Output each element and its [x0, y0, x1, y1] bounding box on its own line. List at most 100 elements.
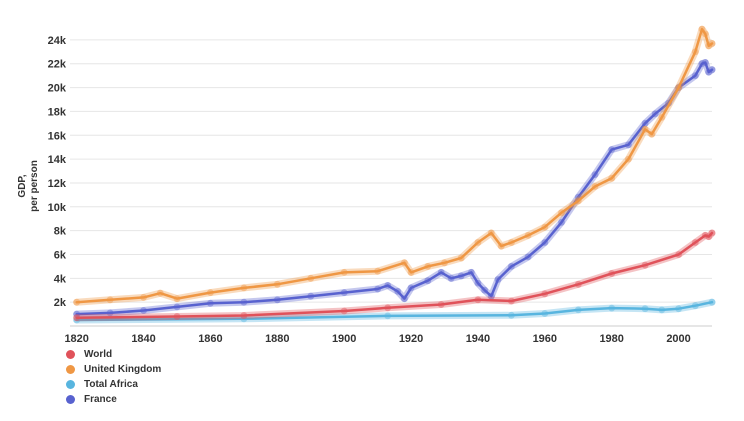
data-point-france[interactable] — [591, 171, 599, 179]
data-point-world[interactable] — [574, 280, 582, 288]
data-point-france[interactable] — [73, 310, 81, 318]
data-point-france[interactable] — [701, 59, 709, 66]
data-point-france[interactable] — [457, 272, 465, 280]
data-point-total-africa[interactable] — [691, 302, 699, 310]
data-point-france[interactable] — [467, 269, 475, 276]
data-point-united-kingdom[interactable] — [625, 155, 632, 163]
data-point-united-kingdom[interactable] — [273, 280, 281, 288]
data-point-france[interactable] — [541, 239, 549, 246]
data-point-united-kingdom[interactable] — [648, 130, 656, 138]
data-point-france[interactable] — [608, 146, 616, 154]
data-point-france[interactable] — [508, 263, 515, 270]
data-point-france[interactable] — [705, 68, 713, 76]
data-point-france[interactable] — [407, 284, 415, 292]
data-point-france[interactable] — [494, 276, 502, 283]
data-point-france[interactable] — [481, 286, 488, 294]
data-point-total-africa[interactable] — [384, 312, 392, 320]
data-point-total-africa[interactable] — [675, 305, 682, 313]
data-point-france[interactable] — [140, 307, 148, 314]
data-point-united-kingdom[interactable] — [140, 294, 148, 301]
data-point-france[interactable] — [401, 295, 408, 302]
data-point-france[interactable] — [384, 282, 392, 289]
data-point-united-kingdom[interactable] — [207, 289, 214, 296]
data-point-united-kingdom[interactable] — [541, 223, 549, 231]
data-point-united-kingdom[interactable] — [574, 197, 582, 205]
data-point-united-kingdom[interactable] — [558, 209, 565, 217]
data-point-world[interactable] — [675, 251, 682, 258]
data-point-united-kingdom[interactable] — [591, 183, 599, 190]
data-point-total-africa[interactable] — [708, 298, 716, 306]
data-point-france[interactable] — [340, 289, 348, 296]
legend-item-total-africa[interactable]: Total Africa — [66, 377, 161, 392]
data-point-france[interactable] — [207, 299, 214, 307]
data-point-france[interactable] — [240, 298, 248, 306]
data-point-united-kingdom[interactable] — [307, 274, 315, 282]
data-point-united-kingdom[interactable] — [156, 289, 164, 297]
data-point-france[interactable] — [307, 292, 315, 300]
series-world[interactable] — [73, 229, 716, 322]
data-point-total-africa[interactable] — [508, 311, 515, 319]
legend-item-united-kingdom[interactable]: United Kingdom — [66, 362, 161, 377]
data-point-total-africa[interactable] — [641, 305, 649, 313]
data-point-france[interactable] — [641, 119, 649, 127]
data-point-united-kingdom[interactable] — [407, 269, 415, 276]
data-point-united-kingdom[interactable] — [424, 263, 432, 270]
data-point-world[interactable] — [340, 307, 348, 315]
data-point-france[interactable] — [691, 72, 699, 79]
data-point-total-africa[interactable] — [608, 304, 616, 312]
data-point-world[interactable] — [708, 229, 716, 237]
series-total-africa[interactable] — [73, 298, 716, 324]
data-point-total-africa[interactable] — [240, 315, 248, 323]
data-point-france[interactable] — [651, 110, 659, 118]
legend-item-france[interactable]: France — [66, 392, 161, 407]
data-point-france[interactable] — [698, 60, 706, 68]
data-point-france[interactable] — [474, 279, 482, 287]
data-point-united-kingdom[interactable] — [497, 242, 505, 250]
data-point-united-kingdom[interactable] — [675, 84, 682, 91]
data-point-united-kingdom[interactable] — [701, 30, 709, 38]
data-point-world[interactable] — [437, 301, 445, 308]
data-point-united-kingdom[interactable] — [173, 295, 181, 302]
data-point-world[interactable] — [173, 313, 181, 320]
data-point-united-kingdom[interactable] — [401, 259, 408, 267]
data-point-united-kingdom[interactable] — [240, 284, 248, 292]
data-point-world[interactable] — [608, 270, 616, 277]
data-point-france[interactable] — [487, 292, 495, 300]
data-point-france[interactable] — [374, 285, 381, 293]
data-point-france[interactable] — [524, 253, 532, 261]
data-point-united-kingdom[interactable] — [474, 239, 482, 246]
data-point-united-kingdom[interactable] — [457, 254, 465, 262]
data-point-world[interactable] — [240, 312, 248, 319]
data-point-united-kingdom[interactable] — [374, 267, 381, 275]
data-point-france[interactable] — [394, 288, 402, 295]
data-point-united-kingdom[interactable] — [340, 269, 348, 276]
series-france[interactable] — [73, 59, 716, 318]
data-point-united-kingdom[interactable] — [641, 125, 649, 133]
data-point-world[interactable] — [384, 304, 392, 312]
data-point-united-kingdom[interactable] — [708, 40, 716, 47]
data-point-united-kingdom[interactable] — [441, 259, 448, 267]
data-point-united-kingdom[interactable] — [608, 174, 616, 182]
legend-item-world[interactable]: World — [66, 347, 161, 362]
data-point-france[interactable] — [173, 303, 181, 311]
data-point-france[interactable] — [447, 274, 455, 282]
data-point-united-kingdom[interactable] — [705, 42, 713, 50]
data-point-united-kingdom[interactable] — [658, 114, 666, 121]
data-point-united-kingdom[interactable] — [106, 296, 114, 304]
data-point-france[interactable] — [273, 296, 281, 304]
data-point-france[interactable] — [558, 218, 565, 226]
data-point-world[interactable] — [641, 261, 649, 269]
data-point-france[interactable] — [424, 277, 432, 285]
data-point-world[interactable] — [691, 239, 699, 246]
data-point-world[interactable] — [541, 290, 549, 298]
data-point-france[interactable] — [106, 309, 114, 317]
data-point-world[interactable] — [508, 297, 515, 305]
series-united-kingdom[interactable] — [73, 25, 716, 306]
data-point-united-kingdom[interactable] — [73, 298, 81, 306]
data-point-france[interactable] — [437, 269, 445, 276]
data-point-world[interactable] — [474, 296, 482, 304]
data-point-world[interactable] — [705, 233, 713, 241]
data-point-united-kingdom[interactable] — [524, 232, 532, 239]
data-point-united-kingdom[interactable] — [698, 25, 706, 33]
data-point-total-africa[interactable] — [541, 310, 549, 317]
